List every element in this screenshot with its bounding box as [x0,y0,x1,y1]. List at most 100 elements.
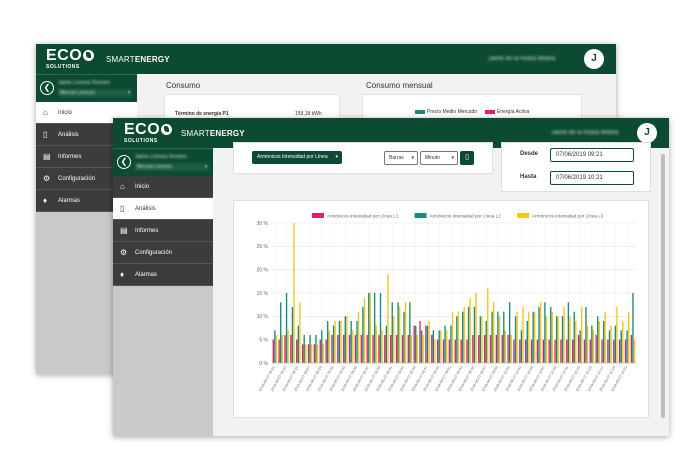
bar [572,339,574,363]
bar [397,302,399,363]
avatar[interactable]: J [637,123,657,143]
bar [445,330,448,363]
bar [438,330,440,363]
bar [560,339,562,363]
bar [407,335,409,363]
interval-select[interactable]: Minuto ▾ [420,151,458,165]
bar [550,307,552,363]
legend-swatch [485,109,495,114]
bar [348,335,351,363]
bar [432,330,435,363]
bar [419,321,421,363]
foreground-window: ECO SOLUTIONS SMARTENERGY Jaime de la Ru… [113,118,669,436]
bar [297,325,300,363]
bar [326,321,329,363]
sidebar: ❮ Jaime Lorenzo Romero Mercat Lorenzo › … [113,148,213,436]
chevron-down-icon: ▾ [451,155,454,161]
bell-icon: ♦ [43,196,48,205]
bar [569,316,571,363]
apply-chart-button[interactable]: ▯ [460,151,474,165]
bar [536,339,539,363]
legend-swatch [312,213,324,218]
bar [548,339,550,363]
bar [566,339,568,363]
bar [487,288,489,363]
bar [346,316,348,363]
nav-item-alarmas[interactable]: ♦ Alarmas [36,190,137,212]
nav-item-informes[interactable]: ▤ Informes [113,220,213,242]
nav-item-inicio[interactable]: ⌂ Inicio [113,176,213,198]
sidebar-user[interactable]: Jaime Lorenzo Romero Mercat Lorenzo › [58,80,132,97]
bar [575,321,577,363]
bar [384,335,386,363]
top-bar: ECO SOLUTIONS SMARTENERGY Jaime de la Ru… [36,44,616,74]
brand-name: SMARTENERGY [106,55,170,64]
bar [467,307,470,363]
y-tick-label: 30 % [257,221,269,227]
bar [422,335,424,363]
bar [573,311,575,363]
chart-type-select[interactable]: Barras ▾ [384,151,418,165]
consumo-title: Consumo [166,81,201,90]
back-arrow-icon[interactable]: ❮ [117,155,131,169]
bar [448,339,451,363]
bar [583,339,586,363]
bar [581,307,583,363]
avatar[interactable]: J [584,49,604,69]
bar [554,339,556,363]
back-arrow-icon[interactable]: ❮ [40,81,54,95]
bar [395,335,398,363]
bar [626,330,628,363]
bar [366,335,368,363]
gear-icon: ⚙ [43,174,51,183]
bar [456,316,458,363]
bar [444,325,446,363]
bar [610,325,612,363]
bar [281,335,283,363]
bar [425,325,427,363]
bar [399,307,401,363]
desde-label: Desde [520,151,539,157]
chart-icon: ▯ [465,154,469,161]
bar [597,316,599,363]
logo: ECO SOLUTIONS [46,48,95,70]
bar [633,339,636,363]
nav-item-configuracion[interactable]: ⚙ Configuración [113,242,213,264]
hasta-label: Hasta [520,174,537,180]
bar [507,335,509,363]
measure-select[interactable]: Armónicos Intensidad por Línea ▾ [252,151,342,164]
bar [632,293,634,363]
bar [319,339,321,363]
bar [462,311,464,363]
scrollbar[interactable] [661,154,665,418]
legend-swatch [414,213,427,218]
nav-item-inicio[interactable]: ⌂ Inicio [36,102,137,124]
bar [589,339,591,363]
hasta-field[interactable]: 07/06/2019 10:21 [550,171,634,185]
controls-card: Armónicos Intensidad por Línea ▾ Barras ▾ … [233,142,493,174]
bar [409,302,411,363]
nav-item-alarmas[interactable]: ♦ Alarmas [113,264,213,286]
bar [368,293,370,363]
bar [278,339,280,363]
nav-item-analisis[interactable]: ▯ Análisis [113,198,213,220]
home-icon: ⌂ [43,108,48,117]
bar [475,293,477,363]
bar [410,335,413,363]
bar [442,339,445,363]
bar [503,311,505,363]
desde-field[interactable]: 07/06/2019 09:21 [550,148,634,162]
nav-item-analisis[interactable]: ▯ Análisis [36,124,137,146]
chart-card: 0 % 5 % 10 % 15 % 20 % 25 % 30 % 2019-06-07 09:… [233,200,649,418]
bar [607,339,609,363]
bar [469,297,471,363]
bar [510,335,512,363]
bar [275,335,278,363]
bar [463,307,465,363]
nav-item-informes[interactable]: ▤ Informes [36,146,137,168]
bar [360,335,363,363]
nav-item-configuracion[interactable]: ⚙ Configuración [36,168,137,190]
bar [618,339,621,363]
sidebar-user[interactable]: Jaime Lorenzo Romero Mercat Lorenzo › [135,154,209,171]
document-icon: ▤ [43,152,51,161]
